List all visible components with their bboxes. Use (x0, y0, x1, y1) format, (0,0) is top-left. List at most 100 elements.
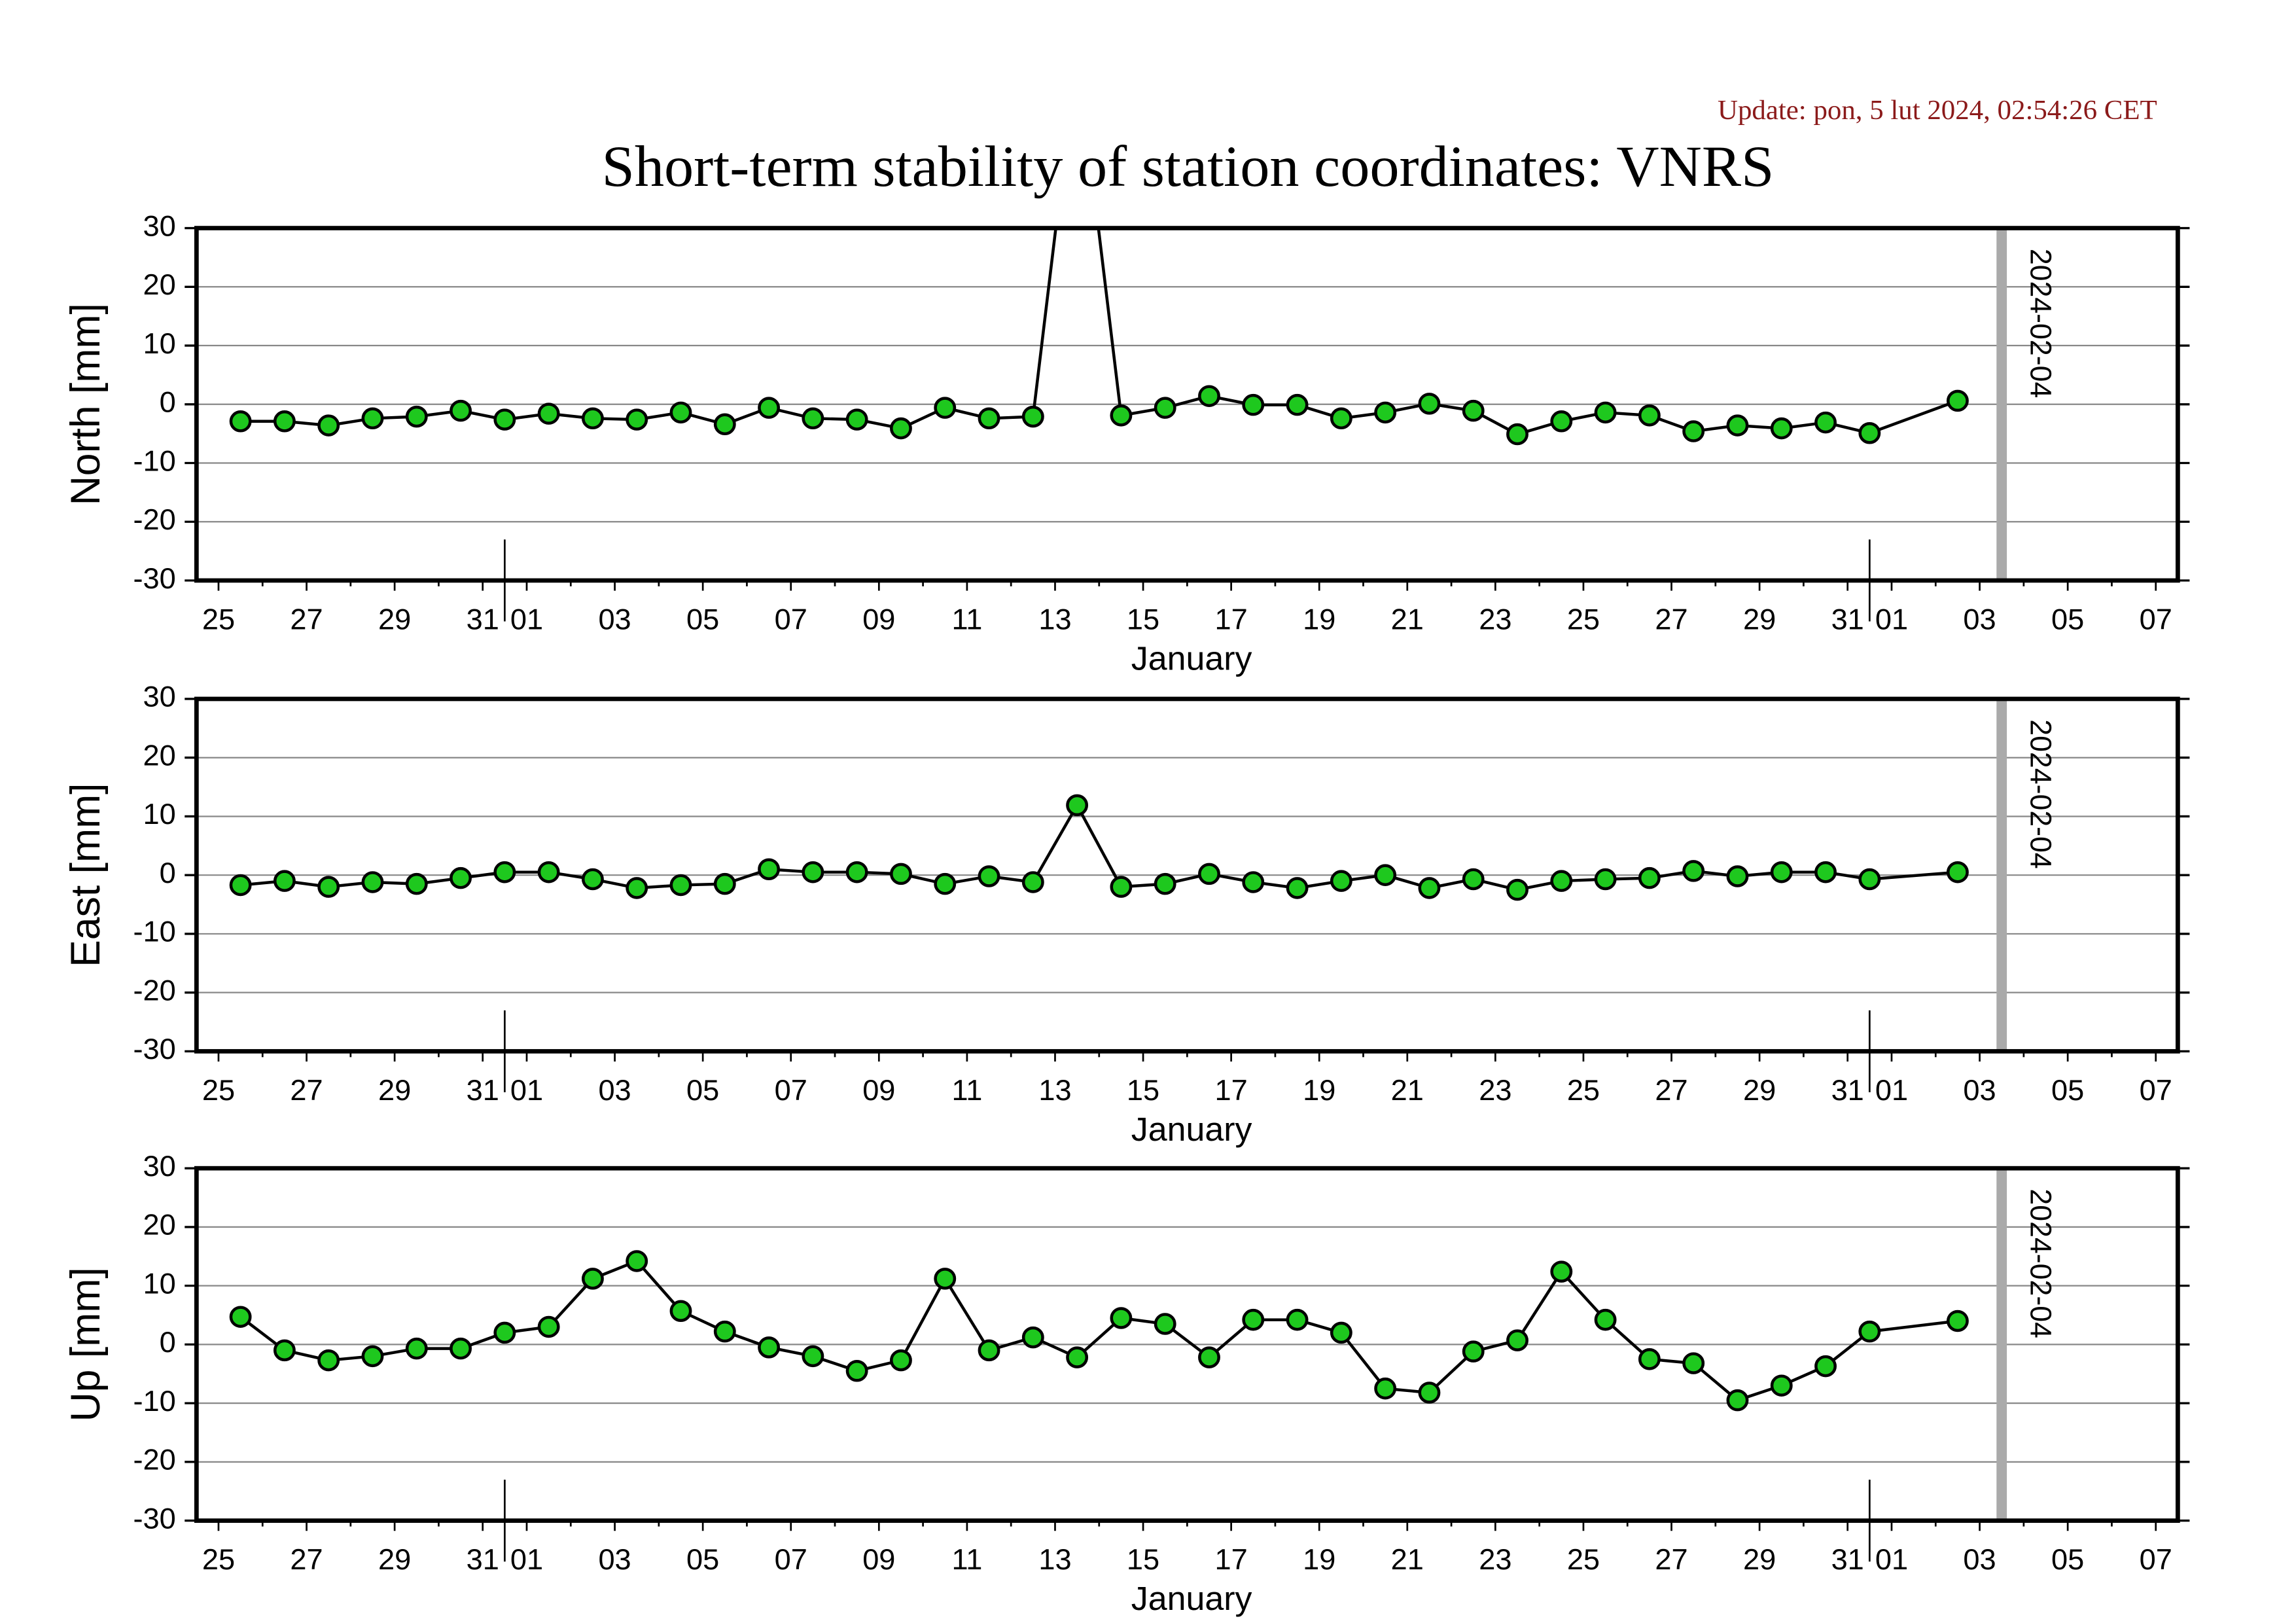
data-point (758, 1336, 781, 1359)
data-point (1374, 864, 1397, 886)
data-point (1682, 1352, 1705, 1374)
x-tick-label: 07 (2140, 603, 2172, 636)
y-tick-label: -30 (133, 1502, 175, 1535)
x-tick-label: 07 (2140, 1073, 2172, 1107)
data-point (450, 866, 472, 889)
x-tick-label: 25 (1567, 1543, 1600, 1576)
data-point (1462, 868, 1485, 891)
data-point (361, 407, 384, 430)
data-point (1154, 397, 1176, 419)
x-tick-label: 07 (2140, 1543, 2172, 1576)
data-point (1242, 871, 1265, 893)
x-tick-label: 23 (1479, 1543, 1511, 1576)
data-point (1550, 1260, 1573, 1283)
data-point (1506, 1329, 1528, 1351)
data-point (1726, 1389, 1749, 1412)
data-point (669, 1300, 692, 1322)
x-tick-label: 29 (1743, 1543, 1776, 1576)
x-tick-label: 01 (1875, 1073, 1908, 1107)
data-point (1506, 423, 1528, 446)
x-tick-label: 27 (290, 603, 323, 636)
x-tick-label: 25 (1567, 1073, 1600, 1107)
plot-frame (194, 696, 2180, 1054)
y-axis-label: Up [mm] (63, 1267, 109, 1421)
y-tick-label: 20 (143, 739, 175, 772)
y-tick-label: 10 (143, 1267, 175, 1300)
x-tick-label: 21 (1391, 1543, 1424, 1576)
data-point (361, 1345, 384, 1368)
data-point (1066, 794, 1089, 817)
y-tick-label: -20 (133, 503, 175, 536)
y-axis-label: North [mm] (63, 303, 109, 505)
y-tick-label: 30 (143, 1149, 175, 1183)
x-tick-label: 03 (1963, 603, 1996, 636)
data-point (581, 1268, 604, 1290)
data-point (978, 1339, 1000, 1362)
y-tick-label: 30 (143, 680, 175, 713)
x-tick-label: 01 (510, 1073, 543, 1107)
data-point (1242, 1308, 1265, 1331)
data-point (845, 408, 868, 431)
data-point (1946, 389, 1969, 412)
series (229, 794, 1969, 901)
data-point (273, 870, 296, 892)
x-tick-label: 21 (1391, 1073, 1424, 1107)
data-point (450, 399, 472, 422)
x-tick-label: 07 (775, 603, 807, 636)
data-point (802, 1345, 824, 1368)
data-point (1418, 1382, 1441, 1404)
data-point (1286, 877, 1309, 899)
data-point (713, 872, 736, 895)
data-point (405, 405, 428, 428)
data-point (1462, 1340, 1485, 1363)
data-point (1021, 871, 1044, 893)
x-tick-label: 05 (686, 1073, 719, 1107)
data-point (1594, 1308, 1617, 1331)
data-point (493, 408, 516, 431)
data-point (1021, 1326, 1044, 1349)
y-tick-label: 0 (160, 1325, 176, 1359)
data-point (537, 402, 560, 425)
data-point (978, 865, 1000, 887)
y-tick-label: 0 (160, 856, 176, 889)
data-point (934, 1268, 957, 1290)
x-tick-label: 29 (1743, 1073, 1776, 1107)
data-point (1374, 1377, 1397, 1400)
data-point (229, 410, 252, 433)
y-tick-label: 10 (143, 797, 175, 830)
data-point (1550, 410, 1573, 433)
x-tick-label: 15 (1127, 1073, 1159, 1107)
x-tick-label: 27 (1655, 1073, 1687, 1107)
y-tick-label: -30 (133, 562, 175, 595)
data-point (1858, 1320, 1881, 1343)
x-tick-label: 23 (1479, 603, 1511, 636)
data-point (1154, 872, 1176, 895)
data-point (1858, 421, 1881, 444)
y-tick-label: -20 (133, 974, 175, 1007)
data-point (1682, 420, 1705, 442)
data-point (1726, 414, 1749, 437)
data-point (1550, 870, 1573, 892)
x-tick-label: 27 (1655, 1543, 1687, 1576)
data-point (1814, 411, 1837, 434)
data-point (890, 417, 912, 440)
data-point (1814, 861, 1837, 883)
x-tick-label: 03 (1963, 1073, 1996, 1107)
x-tick-label: 15 (1127, 1543, 1159, 1576)
x-tick-label: 11 (951, 1073, 982, 1107)
data-point (934, 397, 957, 419)
data-point (1858, 868, 1881, 891)
x-tick-label: 03 (598, 603, 631, 636)
data-point (1814, 1355, 1837, 1378)
x-tick-label: 05 (2051, 1543, 2084, 1576)
data-point (1198, 385, 1220, 407)
y-tick-label: 20 (143, 1208, 175, 1241)
update-text: Update: pon, 5 lut 2024, 02:54:26 CET (1718, 95, 2157, 126)
data-point (1726, 865, 1749, 887)
x-axis-label: January (1131, 639, 1252, 677)
x-tick-label: 17 (1215, 1073, 1248, 1107)
figure-title: Short-term stability of station coordina… (602, 135, 1775, 199)
x-tick-label: 29 (378, 1073, 411, 1107)
x-tick-label: 25 (202, 1543, 235, 1576)
